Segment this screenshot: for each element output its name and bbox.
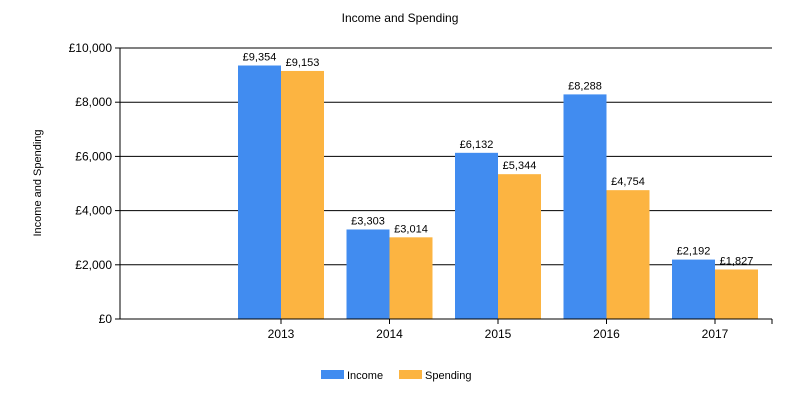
legend: Income Spending: [321, 370, 472, 382]
x-tick-label: 2013: [268, 327, 295, 341]
data-label: £3,303: [351, 215, 385, 227]
y-axis-title: Income and Spending: [32, 129, 44, 236]
y-tick-label: £0: [99, 312, 113, 326]
data-label: £1,827: [720, 255, 754, 267]
bar-income: [238, 65, 281, 320]
chart-title: Income and Spending: [342, 11, 459, 25]
bar-income: [346, 229, 390, 319]
legend-label-spending: Spending: [425, 370, 472, 382]
y-tick-label: £4,000: [75, 204, 112, 218]
bars: [238, 65, 758, 320]
data-label: £9,153: [286, 57, 320, 69]
bar-spending: [498, 174, 541, 319]
y-tick-label: £10,000: [69, 41, 113, 55]
gridlines: [120, 47, 772, 266]
x-tick-label: 2014: [376, 327, 403, 341]
y-tick-label: £2,000: [75, 258, 112, 272]
legend-swatch-spending: [399, 370, 422, 379]
legend-label-income: Income: [347, 370, 383, 382]
bar-income: [563, 94, 607, 319]
y-tick-label: £8,000: [75, 95, 112, 109]
bar-income: [455, 152, 498, 319]
data-label: £3,014: [394, 223, 428, 235]
bar-income: [672, 259, 715, 319]
bar-spending: [281, 70, 324, 319]
x-tick-label: 2017: [702, 327, 729, 341]
data-label: £5,344: [503, 160, 537, 172]
data-labels: £9,354 £9,153 £3,303 £3,014 £6,132 £5,344 £8,2…: [243, 52, 754, 268]
bar-spending: [715, 269, 758, 319]
bar-spending: [389, 237, 433, 319]
axes: £0 £2,000 £4,000 £6,000 £8,000 £10,000 2013 201…: [69, 41, 773, 341]
y-tick-label: £6,000: [75, 149, 112, 163]
bar-spending: [606, 190, 650, 319]
data-label: £9,354: [243, 52, 277, 64]
x-tick-label: 2016: [593, 327, 620, 341]
data-label: £6,132: [460, 139, 494, 151]
data-label: £4,754: [611, 176, 645, 188]
x-tick-label: 2015: [485, 327, 512, 341]
data-label: £2,192: [677, 246, 711, 258]
legend-swatch-income: [321, 370, 344, 379]
data-label: £8,288: [568, 80, 602, 92]
